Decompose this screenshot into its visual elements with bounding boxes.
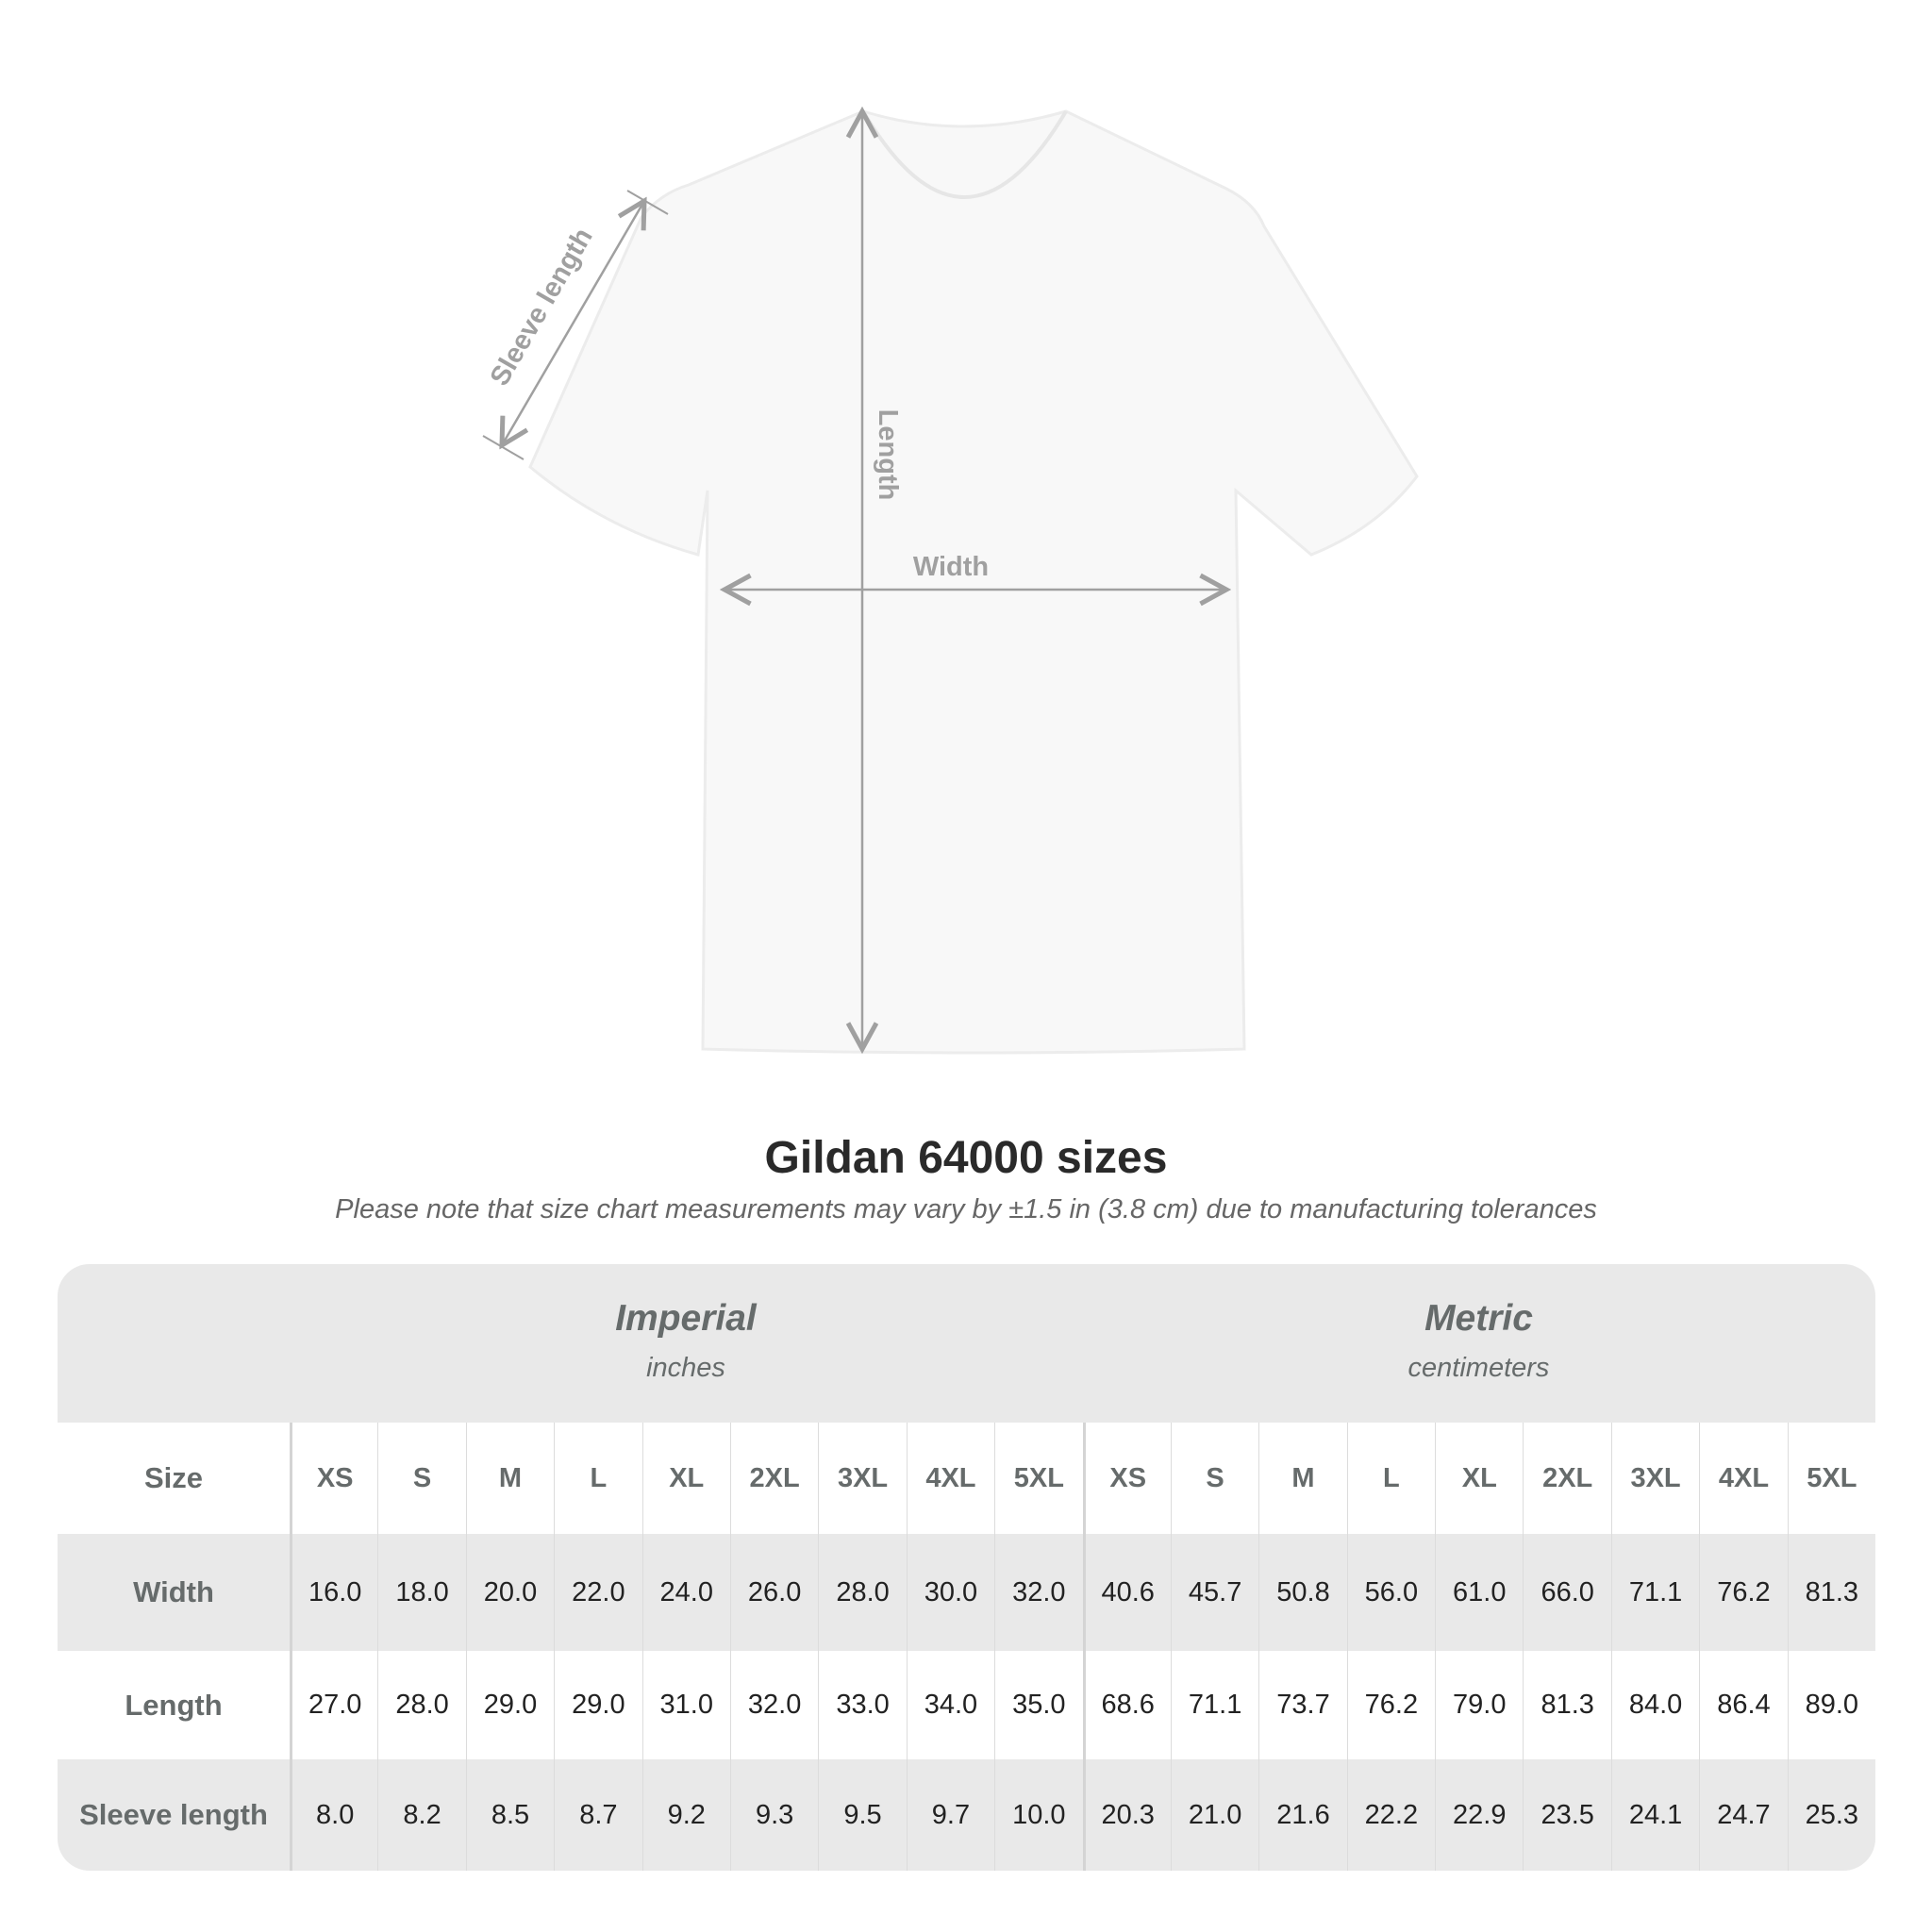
table-row: Length 27.0 28.0 29.0 29.0 31.0 32.0 33.0 34.0 35… <box>58 1651 1875 1759</box>
imperial-value: 8.2 <box>377 1759 465 1871</box>
tshirt-shape <box>528 109 1419 1055</box>
length-label: Length <box>873 409 903 501</box>
size-header-metric: 4XL <box>1699 1423 1787 1534</box>
imperial-value: 9.2 <box>641 1759 730 1871</box>
imperial-value: 20.0 <box>465 1534 554 1651</box>
metric-value: 21.0 <box>1170 1759 1258 1871</box>
imperial-value: 34.0 <box>906 1651 994 1759</box>
metric-header: Metric centimeters <box>1082 1264 1875 1423</box>
metric-value: 76.2 <box>1346 1651 1435 1759</box>
imperial-value: 32.0 <box>729 1651 818 1759</box>
metric-value: 76.2 <box>1699 1534 1787 1651</box>
imperial-value: 16.0 <box>290 1534 377 1651</box>
imperial-value: 8.5 <box>465 1759 554 1871</box>
metric-value: 84.0 <box>1610 1651 1699 1759</box>
metric-value: 86.4 <box>1699 1651 1787 1759</box>
size-header-imperial: 4XL <box>906 1423 994 1534</box>
imperial-value: 29.0 <box>465 1651 554 1759</box>
metric-value: 68.6 <box>1082 1651 1171 1759</box>
imperial-value: 35.0 <box>994 1651 1082 1759</box>
metric-value: 79.0 <box>1435 1651 1523 1759</box>
imperial-value: 18.0 <box>377 1534 465 1651</box>
metric-value: 71.1 <box>1610 1534 1699 1651</box>
imperial-value: 8.0 <box>290 1759 377 1871</box>
imperial-value: 29.0 <box>554 1651 641 1759</box>
metric-value: 56.0 <box>1346 1534 1435 1651</box>
size-header-metric: XL <box>1435 1423 1523 1534</box>
size-header-imperial: 5XL <box>994 1423 1082 1534</box>
metric-value: 81.3 <box>1523 1651 1610 1759</box>
metric-title: Metric <box>1424 1298 1533 1339</box>
size-header-metric: S <box>1170 1423 1258 1534</box>
metric-value: 20.3 <box>1082 1759 1171 1871</box>
metric-value: 45.7 <box>1170 1534 1258 1651</box>
table-row: Width 16.0 18.0 20.0 22.0 24.0 26.0 28.0 30.0 32.… <box>58 1534 1875 1651</box>
sleeve-arrow <box>502 201 644 445</box>
imperial-value: 22.0 <box>554 1534 641 1651</box>
imperial-value: 32.0 <box>994 1534 1082 1651</box>
metric-value: 22.9 <box>1435 1759 1523 1871</box>
metric-unit: centimeters <box>1407 1353 1550 1383</box>
table-row: Sleeve length 8.0 8.2 8.5 8.7 9.2 9.3 9.5 9.7 10.… <box>58 1759 1875 1871</box>
imperial-value: 8.7 <box>554 1759 641 1871</box>
row-label: Sleeve length <box>79 1798 268 1831</box>
size-header-metric: M <box>1258 1423 1346 1534</box>
imperial-value: 9.5 <box>818 1759 906 1871</box>
tshirt-diagram: Length Width Sleeve length <box>482 0 1419 1055</box>
imperial-value: 28.0 <box>377 1651 465 1759</box>
imperial-header: Imperial inches <box>290 1264 1082 1423</box>
size-header-metric: 3XL <box>1610 1423 1699 1534</box>
page-title: Gildan 64000 sizes <box>764 1133 1168 1183</box>
size-header-metric: XS <box>1082 1423 1171 1534</box>
metric-value: 71.1 <box>1170 1651 1258 1759</box>
imperial-value: 26.0 <box>729 1534 818 1651</box>
size-header-imperial: 2XL <box>729 1423 818 1534</box>
metric-value: 22.2 <box>1346 1759 1435 1871</box>
size-table: Imperial inches Metric centimeters Size X… <box>58 1264 1875 1871</box>
row-label: Width <box>133 1575 214 1608</box>
imperial-value: 9.7 <box>906 1759 994 1871</box>
imperial-value: 28.0 <box>818 1534 906 1651</box>
metric-value: 61.0 <box>1435 1534 1523 1651</box>
row-label: Size <box>143 1461 204 1494</box>
size-header-imperial: XL <box>641 1423 730 1534</box>
metric-value: 89.0 <box>1787 1651 1875 1759</box>
metric-value: 73.7 <box>1258 1651 1346 1759</box>
size-header-imperial: M <box>465 1423 554 1534</box>
imperial-value: 24.0 <box>641 1534 730 1651</box>
imperial-value: 9.3 <box>729 1759 818 1871</box>
size-header-row: Size XS S M L XL 2XL 3XL 4XL 5XL XS S M L XL 2XL 3XL 4XL 5… <box>58 1423 1875 1534</box>
imperial-value: 30.0 <box>906 1534 994 1651</box>
size-header-metric: 5XL <box>1787 1423 1875 1534</box>
metric-value: 25.3 <box>1787 1759 1875 1871</box>
metric-value: 50.8 <box>1258 1534 1346 1651</box>
size-header-imperial: L <box>554 1423 641 1534</box>
size-header-imperial: XS <box>290 1423 377 1534</box>
imperial-value: 27.0 <box>290 1651 377 1759</box>
imperial-value: 31.0 <box>641 1651 730 1759</box>
metric-value: 21.6 <box>1258 1759 1346 1871</box>
imperial-value: 33.0 <box>818 1651 906 1759</box>
metric-value: 24.1 <box>1610 1759 1699 1871</box>
metric-value: 23.5 <box>1523 1759 1610 1871</box>
metric-value: 81.3 <box>1787 1534 1875 1651</box>
imperial-unit: inches <box>646 1353 725 1383</box>
size-header-imperial: 3XL <box>818 1423 906 1534</box>
row-label: Length <box>125 1688 223 1722</box>
tolerance-note: Please note that size chart measurements… <box>335 1194 1597 1224</box>
size-header-imperial: S <box>377 1423 465 1534</box>
metric-value: 24.7 <box>1699 1759 1787 1871</box>
width-label: Width <box>913 552 989 582</box>
imperial-value: 10.0 <box>994 1759 1082 1871</box>
imperial-title: Imperial <box>615 1298 757 1339</box>
metric-value: 66.0 <box>1523 1534 1610 1651</box>
size-header-metric: L <box>1346 1423 1435 1534</box>
size-header-metric: 2XL <box>1523 1423 1610 1534</box>
metric-value: 40.6 <box>1082 1534 1171 1651</box>
